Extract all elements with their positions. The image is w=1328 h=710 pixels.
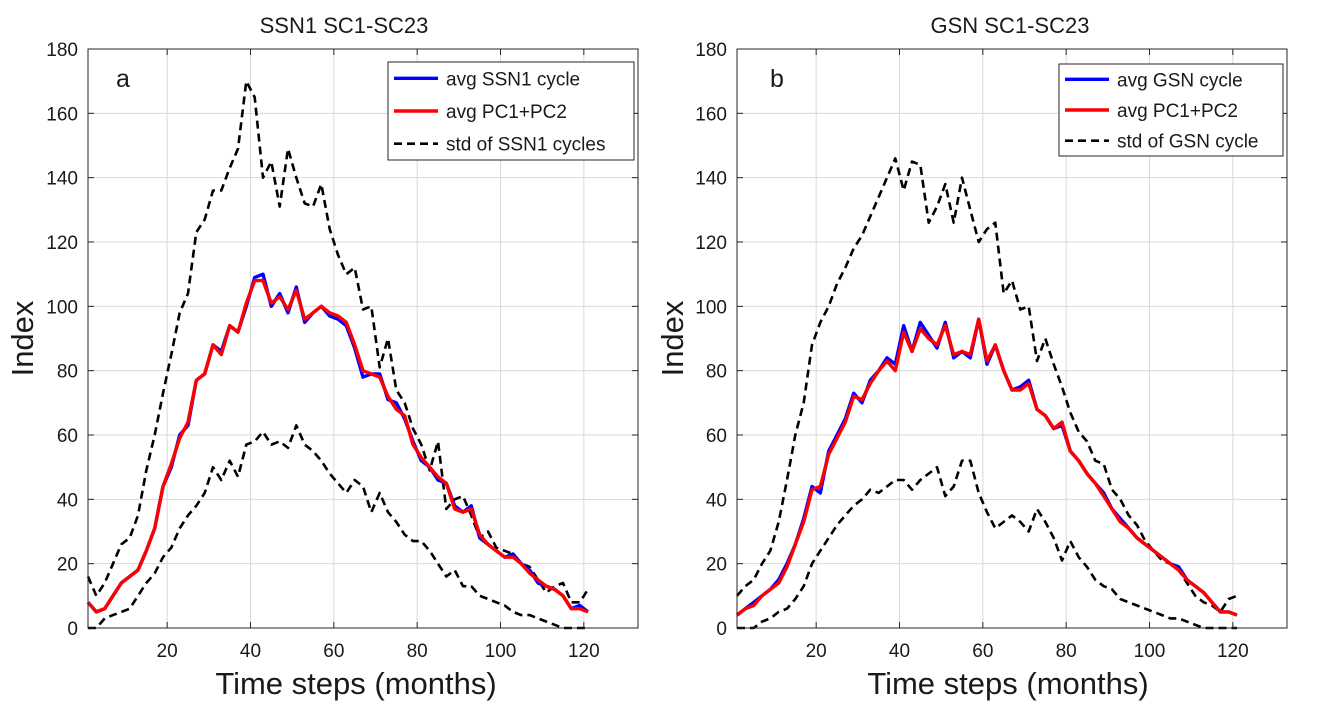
x-tick-label: 80 bbox=[1056, 641, 1077, 662]
legend: avg SSN1 cycle avg PC1+PC2 std of SSN1 cyc… bbox=[387, 61, 635, 161]
series-line-avg-pc1-pc2 bbox=[86, 278, 589, 614]
legend-label: avg PC1+PC2 bbox=[1117, 101, 1238, 122]
x-tick-label: 60 bbox=[323, 641, 344, 662]
chart-panel-a: 20 40 60 80 100 120 0 20 40 60 80 100 120 140 160 180 SS… bbox=[5, 13, 639, 701]
x-axis-label: Time steps (months) bbox=[215, 666, 496, 701]
y-tick-label: 100 bbox=[46, 297, 78, 318]
y-tick-label: 120 bbox=[695, 233, 727, 254]
y-tick-label: 0 bbox=[716, 619, 727, 640]
x-tick-label: 120 bbox=[568, 641, 600, 662]
x-tick-label: 40 bbox=[889, 641, 910, 662]
series-group bbox=[735, 157, 1238, 630]
x-tick-label: 40 bbox=[240, 641, 261, 662]
panel-letter: b bbox=[770, 65, 784, 93]
series-line-std-of-ssn1-cycles bbox=[86, 79, 590, 604]
y-tick-label: 140 bbox=[695, 169, 727, 190]
y-tick-label: 40 bbox=[57, 490, 78, 511]
x-tick-label: 80 bbox=[407, 641, 428, 662]
y-tick-label: 20 bbox=[57, 555, 78, 576]
y-tick-label: 180 bbox=[695, 40, 727, 61]
legend-label: avg SSN1 cycle bbox=[446, 69, 580, 90]
y-tick-label: 80 bbox=[706, 362, 727, 383]
axes-box bbox=[736, 48, 1288, 629]
y-tick-label: 160 bbox=[46, 104, 78, 125]
legend-label: std of GSN cycle bbox=[1117, 132, 1259, 153]
series-line-std-lower bbox=[737, 459, 1237, 630]
x-axis-label: Time steps (months) bbox=[867, 666, 1148, 701]
y-tick-label: 140 bbox=[46, 169, 78, 190]
panel-letter: a bbox=[116, 65, 130, 93]
y-axis-label: Index bbox=[655, 300, 690, 376]
chart-title: SSN1 SC1-SC23 bbox=[260, 13, 429, 38]
legend-label: avg GSN cycle bbox=[1117, 70, 1243, 91]
legend: avg GSN cycle avg PC1+PC2 std of GSN cycle bbox=[1058, 63, 1284, 157]
y-tick-label: 20 bbox=[706, 555, 727, 576]
x-tick-label: 60 bbox=[972, 641, 993, 662]
x-tick-label: 20 bbox=[806, 641, 827, 662]
series-group bbox=[86, 79, 590, 630]
series-line-avg-pc1-pc2 bbox=[735, 317, 1238, 617]
axis-ticks: 20 40 60 80 100 120 0 20 40 60 80 100 120 140 160 180 bbox=[46, 40, 638, 662]
y-tick-label: 120 bbox=[46, 233, 78, 254]
y-axis-label: Index bbox=[5, 300, 40, 376]
y-tick-label: 0 bbox=[67, 619, 78, 640]
x-tick-label: 120 bbox=[1217, 641, 1249, 662]
x-tick-label: 100 bbox=[485, 641, 517, 662]
legend-label: std of SSN1 cycles bbox=[446, 135, 605, 156]
y-tick-label: 180 bbox=[46, 40, 78, 61]
axes-box bbox=[87, 48, 639, 629]
y-tick-label: 80 bbox=[57, 362, 78, 383]
chart-panel-b: 20 40 60 80 100 120 0 20 40 60 80 100 120 140 160 180 GS… bbox=[655, 13, 1288, 701]
y-tick-label: 60 bbox=[706, 426, 727, 447]
y-tick-label: 160 bbox=[695, 104, 727, 125]
axis-ticks: 20 40 60 80 100 120 0 20 40 60 80 100 120 140 160 180 bbox=[695, 40, 1287, 662]
legend-label: avg PC1+PC2 bbox=[446, 102, 567, 123]
series-line-std-of-gsn-cycle bbox=[736, 157, 1238, 614]
x-tick-label: 20 bbox=[157, 641, 178, 662]
series-line-std-lower bbox=[88, 424, 588, 630]
y-tick-label: 60 bbox=[57, 426, 78, 447]
y-tick-label: 40 bbox=[706, 490, 727, 511]
chart-title: GSN SC1-SC23 bbox=[931, 13, 1090, 38]
x-tick-label: 100 bbox=[1134, 641, 1166, 662]
y-tick-label: 100 bbox=[695, 297, 727, 318]
